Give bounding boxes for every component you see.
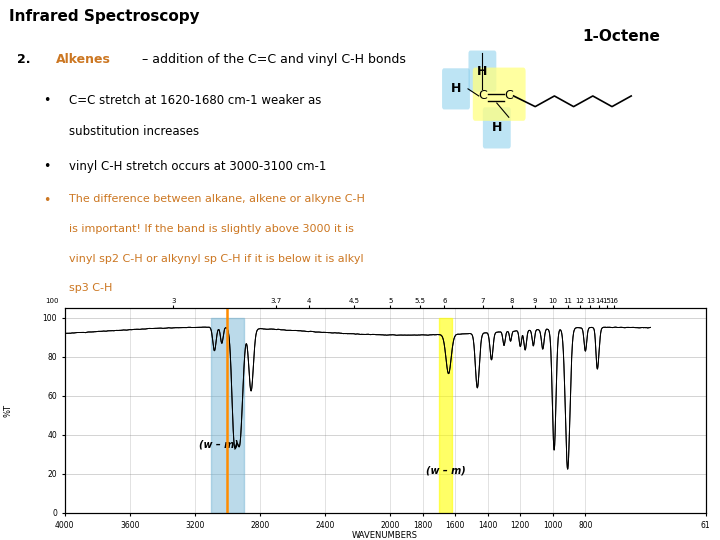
FancyBboxPatch shape [469,51,496,92]
X-axis label: WAVENUMBERS: WAVENUMBERS [352,531,418,540]
Text: %T: %T [4,404,13,417]
Text: 2.: 2. [17,53,31,66]
Text: is important! If the band is slightly above 3000 it is: is important! If the band is slightly ab… [69,224,354,234]
FancyBboxPatch shape [442,68,470,110]
Text: sp3 C-H: sp3 C-H [69,284,112,293]
Text: Alkenes: Alkenes [56,53,111,66]
Text: •: • [43,94,50,107]
Text: H: H [492,122,502,134]
Text: – addition of the C=C and vinyl C-H bonds: – addition of the C=C and vinyl C-H bond… [138,53,406,66]
Text: C: C [505,90,513,103]
FancyBboxPatch shape [483,107,510,148]
Text: C=C stretch at 1620-1680 cm-1 weaker as: C=C stretch at 1620-1680 cm-1 weaker as [69,94,322,107]
Text: 100: 100 [45,298,58,303]
Text: substitution increases: substitution increases [69,125,199,138]
Text: C: C [478,90,487,103]
Text: (w – m): (w – m) [199,440,239,450]
Text: H: H [477,65,487,78]
Text: The difference between alkane, alkene or alkyne C-H: The difference between alkane, alkene or… [69,194,365,204]
Text: vinyl C-H stretch occurs at 3000-3100 cm-1: vinyl C-H stretch occurs at 3000-3100 cm… [69,160,326,173]
Text: H: H [451,83,462,96]
Text: Infrared Spectroscopy: Infrared Spectroscopy [9,9,199,24]
Text: •: • [43,160,50,173]
Text: vinyl sp2 C-H or alkynyl sp C-H if it is below it is alkyl: vinyl sp2 C-H or alkynyl sp C-H if it is… [69,254,364,264]
FancyBboxPatch shape [473,68,526,121]
Text: 1-Octene: 1-Octene [582,29,660,44]
Text: •: • [43,194,50,207]
Text: (w – m): (w – m) [426,465,465,475]
